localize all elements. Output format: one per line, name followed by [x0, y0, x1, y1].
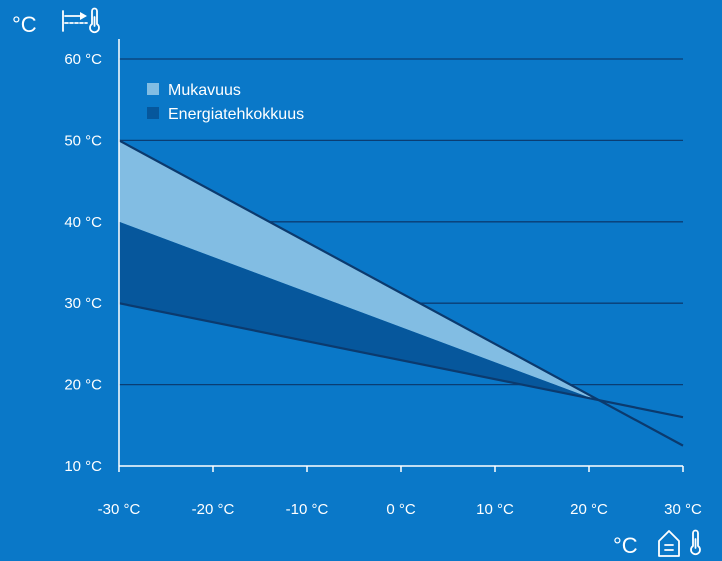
x-tick-label-0: -30 °C — [98, 501, 141, 518]
y-tick-label-3: 40 °C — [64, 214, 102, 231]
x-tick-labels: -30 °C -20 °C -10 °C 0 °C 10 °C 20 °C 30 °C — [98, 501, 702, 518]
supply-water-thermometer-icon — [62, 7, 100, 34]
legend-swatch-mukavuus — [147, 83, 159, 95]
y-tick-label-4: 50 °C — [64, 132, 102, 149]
x-tick-label-6: 30 °C — [664, 501, 702, 518]
x-tick-label-1: -20 °C — [192, 501, 235, 518]
legend-label-energiatehkokkuus: Energiatehkokkuus — [168, 106, 304, 123]
axis-layer — [118, 39, 684, 472]
legend-swatch-energiatehkokkuus — [147, 107, 159, 119]
x-tick-label-3: 0 °C — [386, 501, 416, 518]
curve-line-1 — [118, 302, 684, 419]
x-axis-unit-label: °C — [613, 533, 638, 558]
house-thermometer-icon — [658, 529, 701, 557]
y-tick-label-0: 10 °C — [64, 458, 102, 475]
y-tick-labels: 10 °C 20 °C 30 °C 40 °C 50 °C 60 °C — [64, 51, 102, 475]
x-tick-label-4: 10 °C — [476, 501, 514, 518]
area-layer — [119, 140, 683, 446]
line-layer — [118, 139, 684, 447]
legend: Mukavuus Energiatehkokkuus — [147, 82, 304, 123]
y-tick-label-5: 60 °C — [64, 51, 102, 68]
x-tick-label-5: 20 °C — [570, 501, 608, 518]
x-tick-label-2: -10 °C — [286, 501, 329, 518]
y-axis-unit-label: °C — [12, 12, 37, 37]
y-tick-label-1: 20 °C — [64, 377, 102, 394]
y-tick-label-2: 30 °C — [64, 295, 102, 312]
legend-label-mukavuus: Mukavuus — [168, 82, 241, 99]
curve-line-0 — [118, 139, 684, 447]
area-series-1 — [119, 221, 599, 401]
